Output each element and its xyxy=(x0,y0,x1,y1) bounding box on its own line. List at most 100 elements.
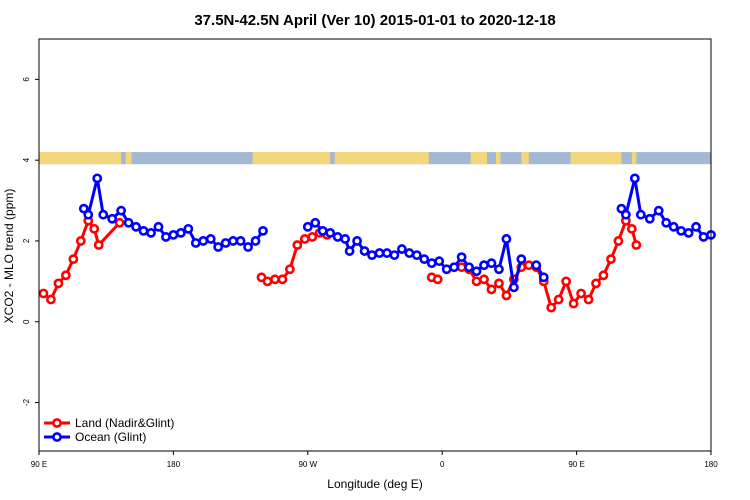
x-tick-label: 90 W xyxy=(298,460,317,469)
data-point xyxy=(302,221,313,232)
data-point xyxy=(374,248,385,258)
data-point xyxy=(616,203,627,214)
data-point xyxy=(190,238,201,248)
data-point xyxy=(60,270,71,281)
data-point xyxy=(631,240,642,250)
data-point xyxy=(419,254,430,265)
data-point xyxy=(516,254,527,265)
data-point xyxy=(93,240,104,250)
data-point xyxy=(479,260,489,271)
data-point xyxy=(292,240,303,250)
x-tick-label: 0 xyxy=(440,460,445,469)
data-point xyxy=(434,256,445,267)
data-point xyxy=(38,288,49,299)
legend-marker xyxy=(52,432,62,442)
data-point xyxy=(75,236,86,246)
data-point xyxy=(344,246,355,256)
data-point xyxy=(123,217,134,228)
data-point xyxy=(553,294,564,305)
land-segment xyxy=(334,152,429,165)
data-point xyxy=(683,227,694,238)
data-point xyxy=(613,236,624,246)
legend-label: Ocean (Glint) xyxy=(75,430,146,444)
land-ocean-strip xyxy=(39,152,711,165)
data-point xyxy=(546,302,557,313)
plot-frame xyxy=(38,38,712,452)
data-point xyxy=(352,236,362,246)
data-point xyxy=(183,223,194,234)
y-tick-label: 4 xyxy=(22,157,31,162)
data-point xyxy=(441,264,452,275)
data-point xyxy=(676,225,687,236)
data-point xyxy=(250,236,261,246)
data-point xyxy=(432,274,443,285)
data-point xyxy=(456,252,467,263)
x-tick-label: 180 xyxy=(704,460,718,469)
data-point xyxy=(198,236,209,246)
data-point xyxy=(531,260,542,271)
chart-title: 37.5N-42.5N April (Ver 10) 2015-01-01 to… xyxy=(194,12,555,29)
x-tick-label: 90 E xyxy=(568,460,584,469)
data-point xyxy=(538,272,549,283)
data-point xyxy=(107,213,118,224)
data-point xyxy=(317,225,328,236)
land-segment xyxy=(125,152,132,165)
data-point xyxy=(228,236,239,246)
data-point xyxy=(486,284,497,295)
legend: Land (Nadir&Glint)Ocean (Glint) xyxy=(44,416,174,444)
data-point xyxy=(243,242,253,252)
data-point xyxy=(131,221,141,232)
data-point xyxy=(456,262,467,273)
data-point xyxy=(606,254,616,265)
data-point xyxy=(340,234,351,244)
data-point xyxy=(299,234,310,244)
data-point xyxy=(367,250,377,260)
data-point xyxy=(479,274,489,285)
data-point xyxy=(325,227,336,238)
data-point xyxy=(668,221,679,232)
data-point xyxy=(464,262,474,273)
data-point xyxy=(307,232,318,242)
data-point xyxy=(691,221,701,232)
data-point xyxy=(501,234,512,244)
data-point xyxy=(471,266,482,277)
data-point xyxy=(114,217,125,228)
data-point xyxy=(138,225,149,236)
data-point xyxy=(262,276,273,287)
x-axis: 90 E 180 90 W 0 90 E 180 xyxy=(31,451,718,469)
data-point xyxy=(629,173,640,184)
data-point xyxy=(161,232,171,242)
series-line xyxy=(42,219,121,302)
land-segment xyxy=(521,152,529,165)
data-point xyxy=(205,234,216,244)
data-point xyxy=(153,221,164,232)
data-point xyxy=(501,290,512,301)
data-point xyxy=(270,274,280,285)
data-point xyxy=(598,270,609,281)
x-tick-label: 90 E xyxy=(31,460,47,469)
data-point xyxy=(382,248,392,258)
data-point xyxy=(53,278,64,289)
data-point xyxy=(620,209,631,220)
data-point xyxy=(698,232,709,242)
data-point xyxy=(213,242,224,252)
data-point xyxy=(389,250,400,260)
land-segment xyxy=(570,152,622,165)
land-segment xyxy=(470,152,487,165)
x-axis-label: Longitude (deg E) xyxy=(327,477,422,491)
y-axis: -2 0 2 4 6 xyxy=(22,77,39,406)
data-point xyxy=(78,203,89,214)
data-point xyxy=(310,217,321,228)
data-point xyxy=(471,276,482,287)
data-point xyxy=(411,250,422,260)
data-point xyxy=(284,264,295,275)
data-point xyxy=(523,260,534,271)
land-segment xyxy=(631,152,637,165)
data-point xyxy=(332,232,343,242)
data-point xyxy=(449,262,460,273)
x-tick-label: 180 xyxy=(167,460,181,469)
legend-label: Land (Nadir&Glint) xyxy=(75,416,174,430)
data-point xyxy=(258,225,268,236)
data-point xyxy=(653,205,664,216)
